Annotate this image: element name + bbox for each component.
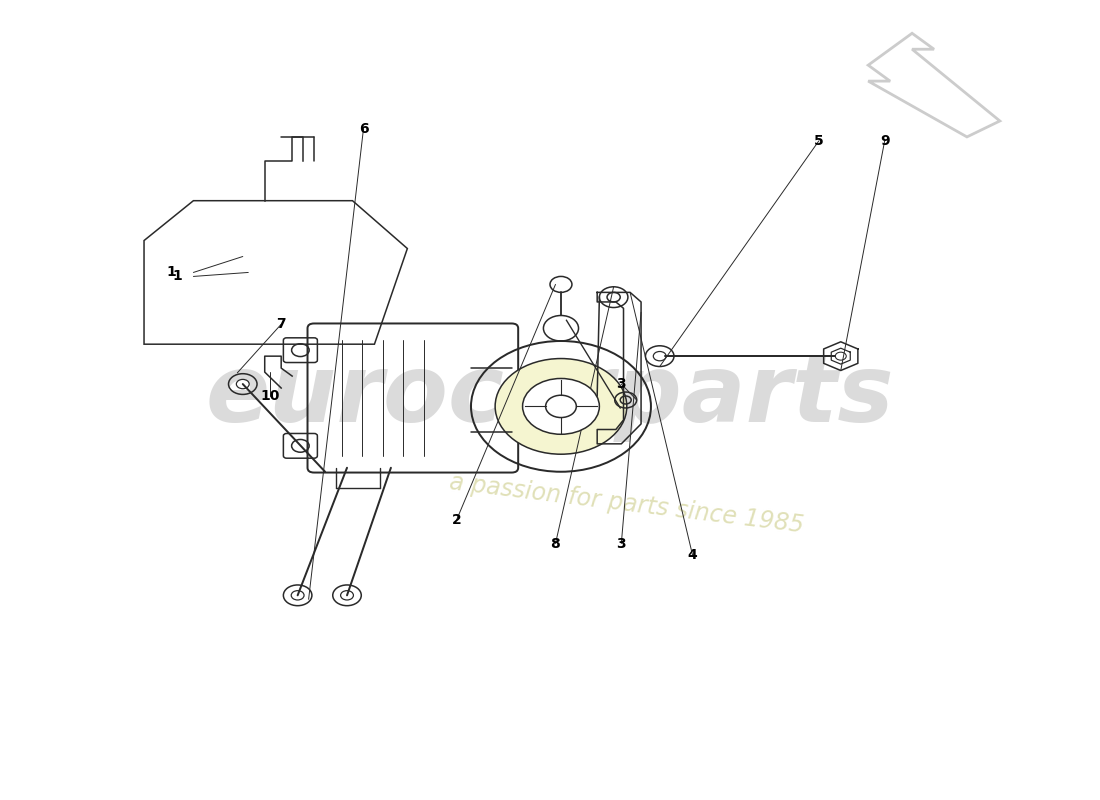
Text: 6: 6	[359, 122, 369, 136]
Text: 2: 2	[452, 513, 462, 526]
Text: 5: 5	[814, 134, 824, 148]
Text: 1: 1	[172, 270, 182, 283]
Circle shape	[495, 358, 627, 454]
Text: 8: 8	[551, 537, 560, 550]
Text: 3: 3	[616, 377, 626, 391]
Text: 3: 3	[616, 537, 626, 550]
Text: 9: 9	[880, 134, 890, 148]
Text: a passion for parts since 1985: a passion for parts since 1985	[448, 470, 805, 538]
Circle shape	[546, 395, 576, 418]
Text: 7: 7	[276, 318, 286, 331]
Text: 4: 4	[688, 549, 697, 562]
Text: 1: 1	[166, 266, 176, 279]
Circle shape	[522, 378, 600, 434]
Text: eurocarparts: eurocarparts	[206, 350, 894, 442]
Text: 10: 10	[261, 389, 279, 403]
